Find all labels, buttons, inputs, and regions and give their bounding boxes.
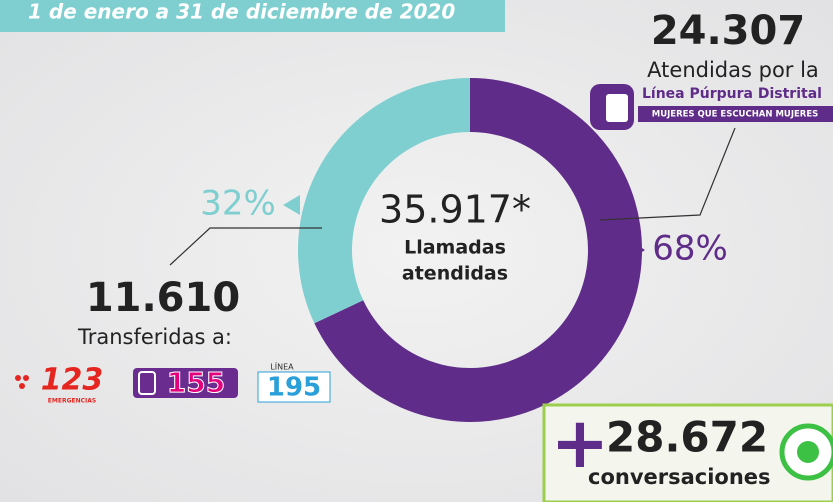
- plus-sign: +: [551, 402, 610, 484]
- connector: [169, 227, 322, 266]
- whatsapp-total: 28.672: [606, 413, 768, 462]
- logo-number: 123: [41, 363, 104, 398]
- whatsapp-caption: conversaciones: [588, 465, 771, 489]
- purple-total: 24.307: [651, 8, 805, 54]
- logo-box: [133, 368, 238, 398]
- donut: [298, 78, 642, 422]
- slogan-bar: [638, 106, 833, 122]
- whatsapp-icon: [797, 441, 819, 463]
- logo-caption: EMERGENCIAS: [48, 398, 96, 405]
- logo-phone: [138, 371, 156, 395]
- value-label: 32%: [200, 184, 276, 224]
- logo-box: [257, 371, 331, 403]
- purple-name: Línea Púrpura Distrital: [642, 86, 822, 102]
- slogan: MUJERES QUE ESCUCHAN MUJERES: [652, 110, 819, 120]
- purple-caption: Atendidas por la: [647, 58, 819, 82]
- center-total: 35.917*: [379, 188, 531, 232]
- value-label: 68%: [652, 229, 728, 269]
- transfer-caption: Transferidas a:: [77, 325, 232, 349]
- date-range: 1 de enero a 31 de diciembre de 2020: [28, 0, 455, 24]
- date-banner: [0, 0, 505, 32]
- logo-dot: [23, 375, 29, 381]
- slice: [298, 78, 470, 324]
- pointer: [625, 237, 645, 263]
- logo-number: 155: [167, 366, 225, 399]
- logo-dot: [19, 383, 25, 389]
- connector: [599, 127, 736, 221]
- logo-155: 155: [133, 366, 238, 400]
- center-label: atendidas: [402, 263, 508, 285]
- slice: [314, 78, 642, 422]
- logo-dot: [15, 375, 21, 381]
- logo-123: 123 EMERGENCIAS: [15, 363, 103, 405]
- center-label: Llamadas: [404, 237, 506, 259]
- transfer-total: 11.610: [86, 275, 240, 321]
- pointer: [283, 195, 300, 215]
- phone-icon: [606, 94, 628, 122]
- logo-number: 195: [267, 373, 321, 403]
- logo-195: LÍNEA 195: [257, 361, 331, 403]
- logo-prefix: LÍNEA: [270, 361, 294, 372]
